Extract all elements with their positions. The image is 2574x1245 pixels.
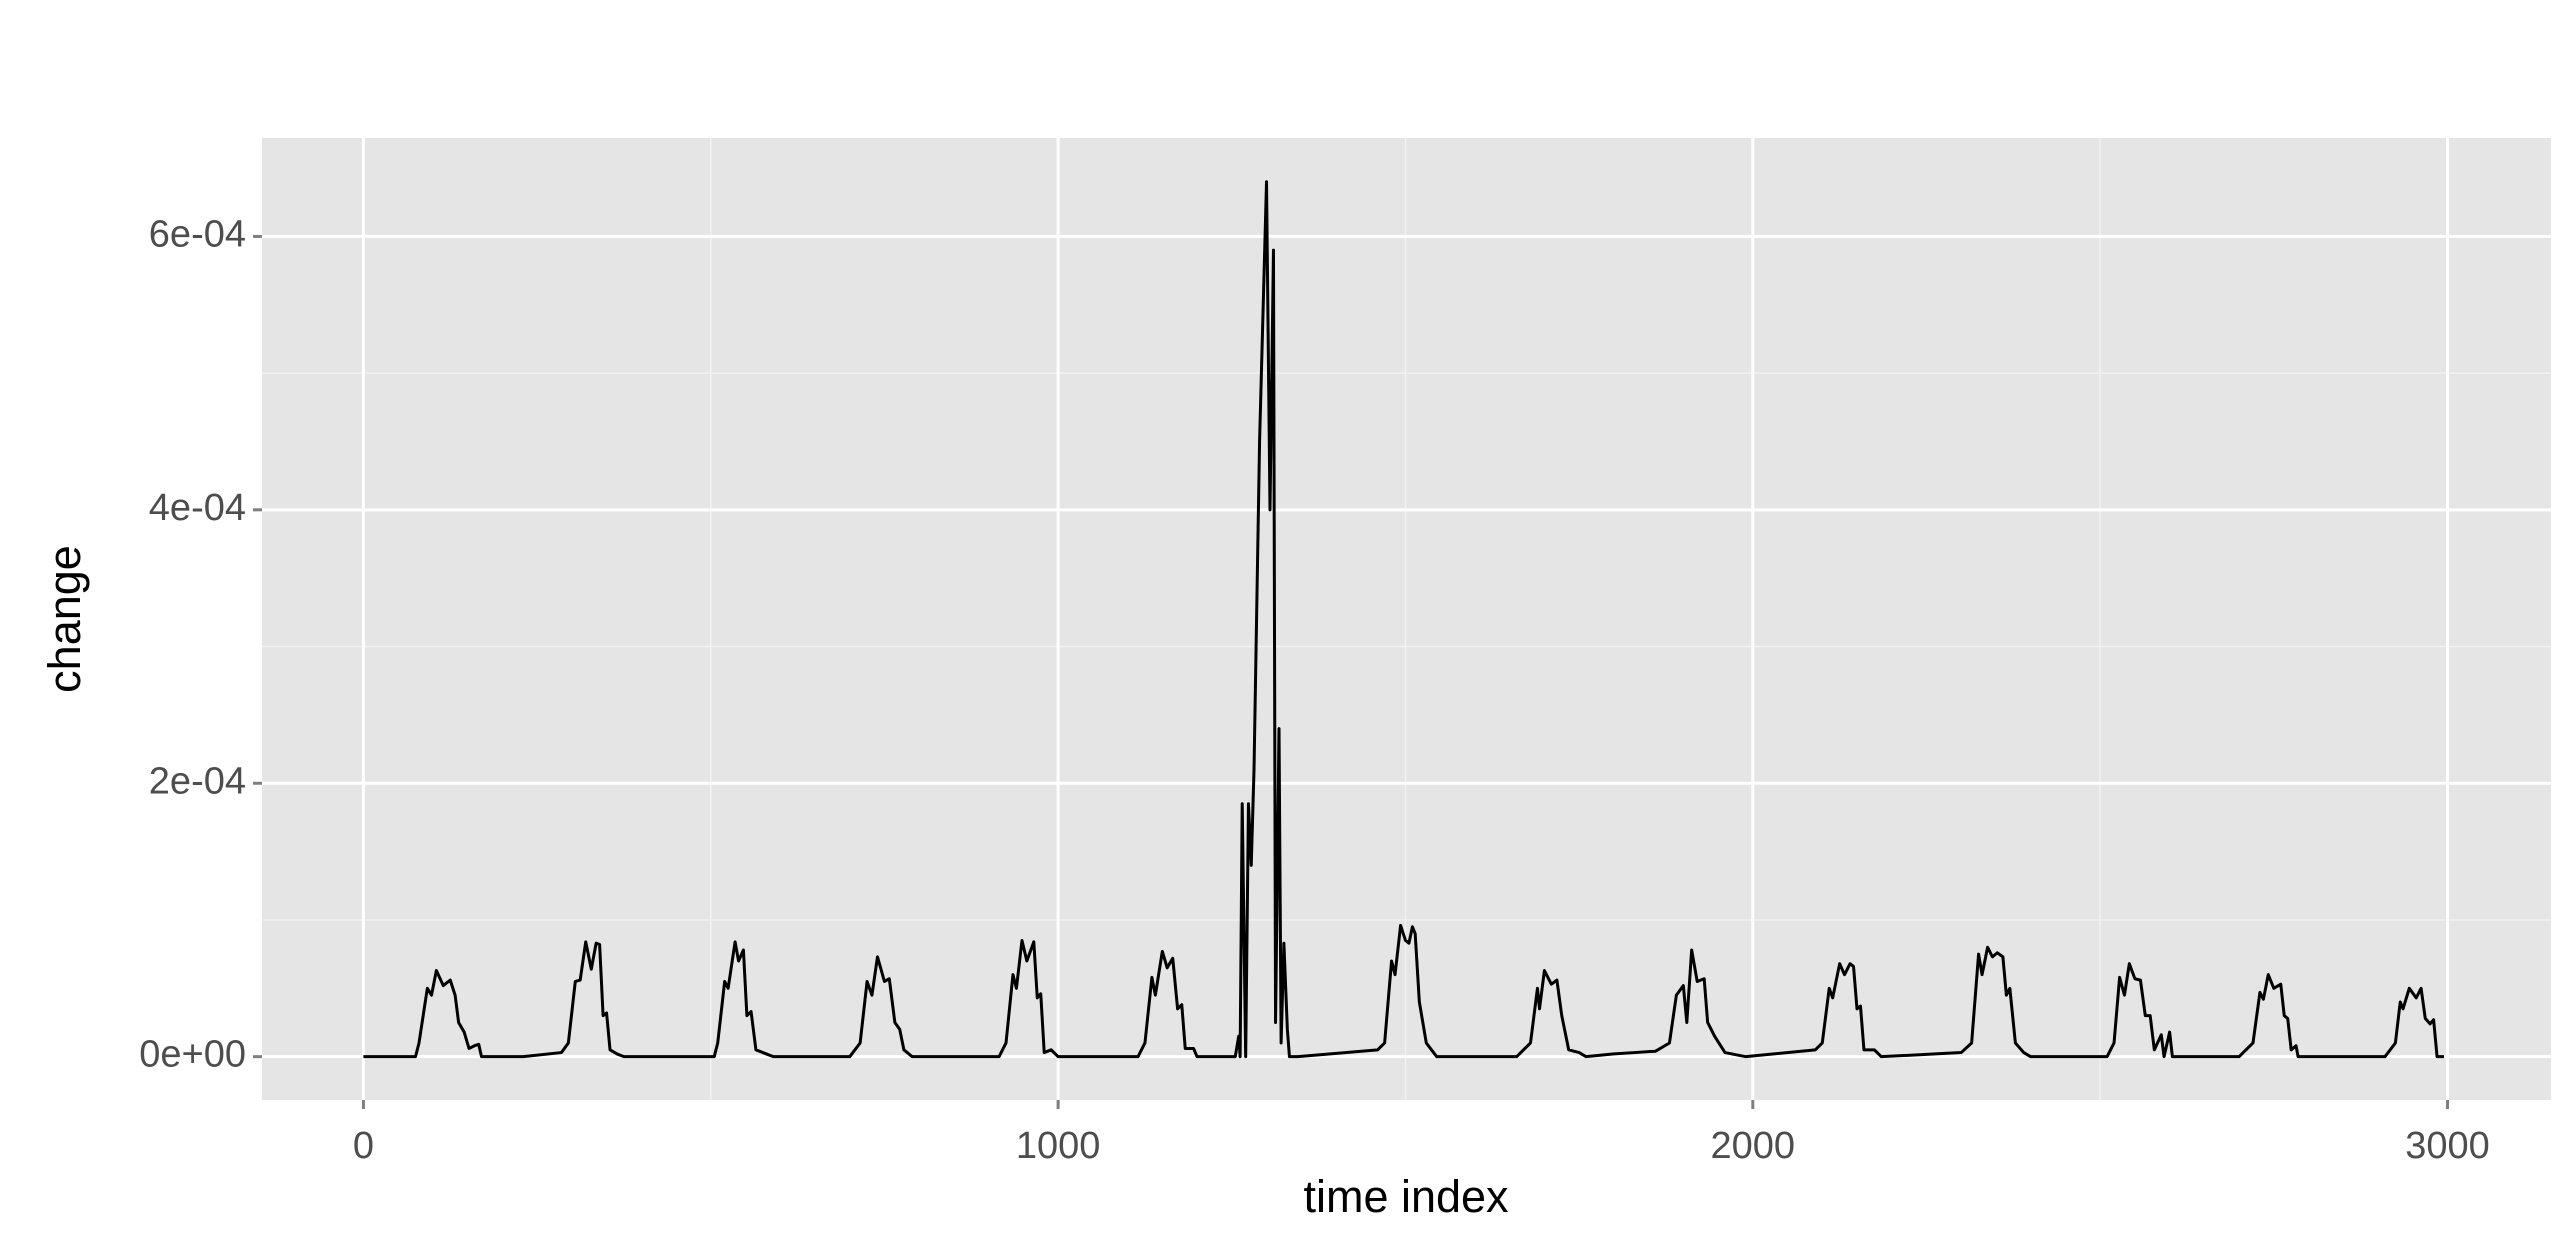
x-tick-label: 3000	[2405, 1125, 2490, 1167]
data-line	[363, 180, 2445, 1059]
x-tick-label: 2000	[1711, 1125, 1796, 1167]
x-tick-label: 1000	[1016, 1125, 1101, 1167]
y-tick-label: 2e-04	[149, 760, 246, 802]
y-tick-label: 4e-04	[149, 487, 246, 529]
x-tick-label: 0	[353, 1125, 374, 1167]
panel	[262, 138, 2551, 1100]
y-tick-label: 6e-04	[149, 213, 246, 255]
y-tick-label: 0e+00	[139, 1034, 246, 1076]
x-axis-title: time index	[1303, 1171, 1509, 1222]
y-axis-title: change	[39, 545, 90, 693]
